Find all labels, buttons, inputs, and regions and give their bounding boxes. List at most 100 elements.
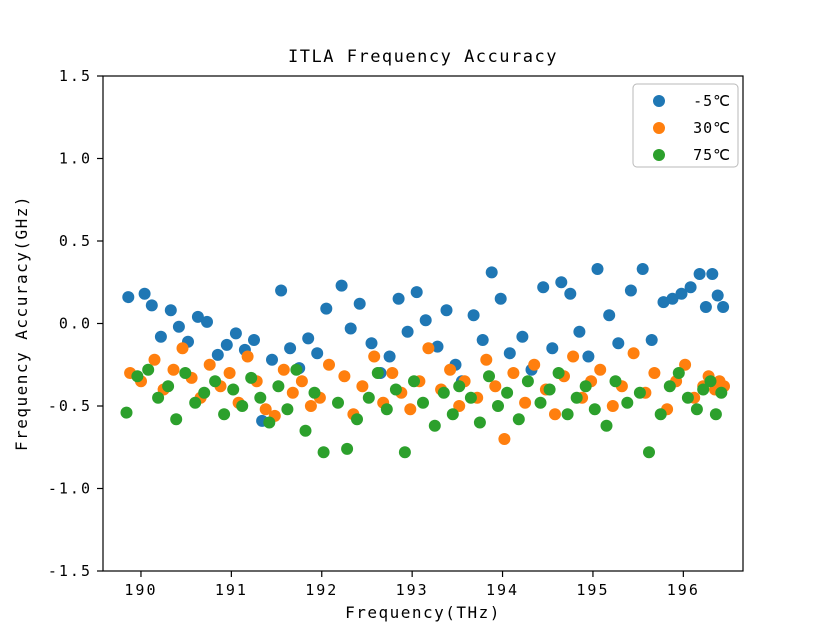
data-point	[422, 342, 435, 355]
y-axis-ticks: -1.5 -1.0 -0.5 0.0 0.5 1.0 1.5	[48, 67, 103, 580]
data-point	[362, 391, 375, 404]
x-tick-label: 195	[576, 581, 609, 599]
x-axis-ticks: 190 191 192 193 194 195 196	[124, 571, 700, 599]
data-point	[681, 391, 694, 404]
data-point	[648, 367, 661, 379]
data-point	[621, 396, 634, 409]
data-point	[386, 367, 399, 379]
data-point	[657, 296, 670, 309]
data-point	[302, 332, 315, 345]
data-point	[512, 413, 525, 426]
data-point	[167, 363, 180, 376]
data-point	[142, 363, 155, 376]
data-point	[131, 370, 144, 383]
data-point	[145, 299, 158, 312]
data-point	[444, 363, 457, 376]
data-point	[198, 386, 211, 399]
data-point	[365, 337, 378, 350]
data-point	[567, 350, 580, 363]
data-point	[507, 367, 520, 379]
data-point	[473, 416, 486, 429]
legend-label: -5℃	[693, 92, 731, 110]
data-point	[600, 419, 613, 432]
data-point	[170, 413, 183, 426]
data-point	[679, 358, 692, 371]
y-tick-label: -1.5	[48, 562, 92, 580]
data-point	[317, 446, 330, 459]
legend-label: 30℃	[693, 119, 731, 137]
data-point	[428, 419, 441, 432]
data-point	[259, 403, 272, 416]
data-point	[579, 380, 592, 393]
data-point	[351, 413, 363, 426]
data-point	[654, 408, 667, 421]
data-point	[138, 287, 151, 300]
data-point	[483, 370, 495, 383]
data-point	[201, 315, 213, 328]
data-point	[675, 287, 688, 300]
data-point	[446, 408, 459, 421]
data-point	[519, 396, 532, 409]
data-point	[516, 330, 529, 343]
data-point	[464, 391, 477, 404]
data-point	[164, 304, 177, 317]
legend-marker	[653, 122, 665, 134]
data-point	[272, 380, 285, 393]
data-point	[704, 375, 717, 388]
data-point	[304, 400, 317, 412]
data-point	[612, 337, 625, 350]
data-point	[220, 338, 233, 351]
data-point	[476, 334, 489, 346]
data-point	[191, 310, 204, 323]
data-point	[380, 403, 393, 416]
data-point	[543, 383, 556, 396]
data-point	[663, 380, 676, 393]
x-tick-label: 190	[124, 581, 157, 599]
data-point	[353, 297, 366, 310]
data-point	[154, 330, 167, 343]
data-point	[229, 327, 242, 340]
data-point	[501, 386, 514, 399]
y-tick-label: 1.5	[59, 67, 92, 85]
data-point	[341, 442, 354, 455]
data-point	[408, 375, 420, 388]
data-point	[152, 391, 165, 404]
data-point	[690, 403, 703, 416]
data-point	[286, 386, 299, 399]
data-point	[534, 396, 547, 409]
data-point	[684, 281, 697, 294]
data-point	[320, 302, 333, 315]
data-point	[591, 263, 604, 275]
data-point	[492, 400, 504, 412]
data-point	[419, 314, 432, 327]
x-axis-label: Frequency(THz)	[345, 603, 501, 622]
data-point	[417, 396, 429, 409]
data-point	[489, 380, 502, 393]
data-point	[570, 391, 583, 404]
chart-title: ITLA Frequency Accuracy	[288, 47, 558, 67]
data-point	[546, 342, 559, 355]
data-point	[227, 383, 240, 396]
data-point	[203, 358, 216, 371]
data-point	[485, 266, 498, 279]
data-point	[606, 400, 619, 412]
data-point	[627, 347, 640, 360]
data-point	[437, 386, 450, 399]
data-point	[494, 292, 507, 305]
y-axis-label: Frequency Accuracy(GHz)	[12, 195, 31, 451]
data-point	[537, 281, 550, 294]
x-tick-label: 196	[667, 581, 700, 599]
data-point	[431, 340, 444, 353]
data-point	[633, 386, 646, 399]
data-point	[709, 408, 722, 421]
data-point	[241, 350, 254, 363]
data-point	[281, 403, 294, 416]
data-point	[248, 334, 260, 346]
data-point	[603, 309, 616, 322]
data-point	[582, 350, 595, 363]
data-point	[521, 375, 534, 388]
data-point	[528, 358, 541, 371]
y-tick-label: -1.0	[48, 480, 92, 498]
data-point	[453, 380, 466, 393]
data-point	[624, 284, 637, 297]
